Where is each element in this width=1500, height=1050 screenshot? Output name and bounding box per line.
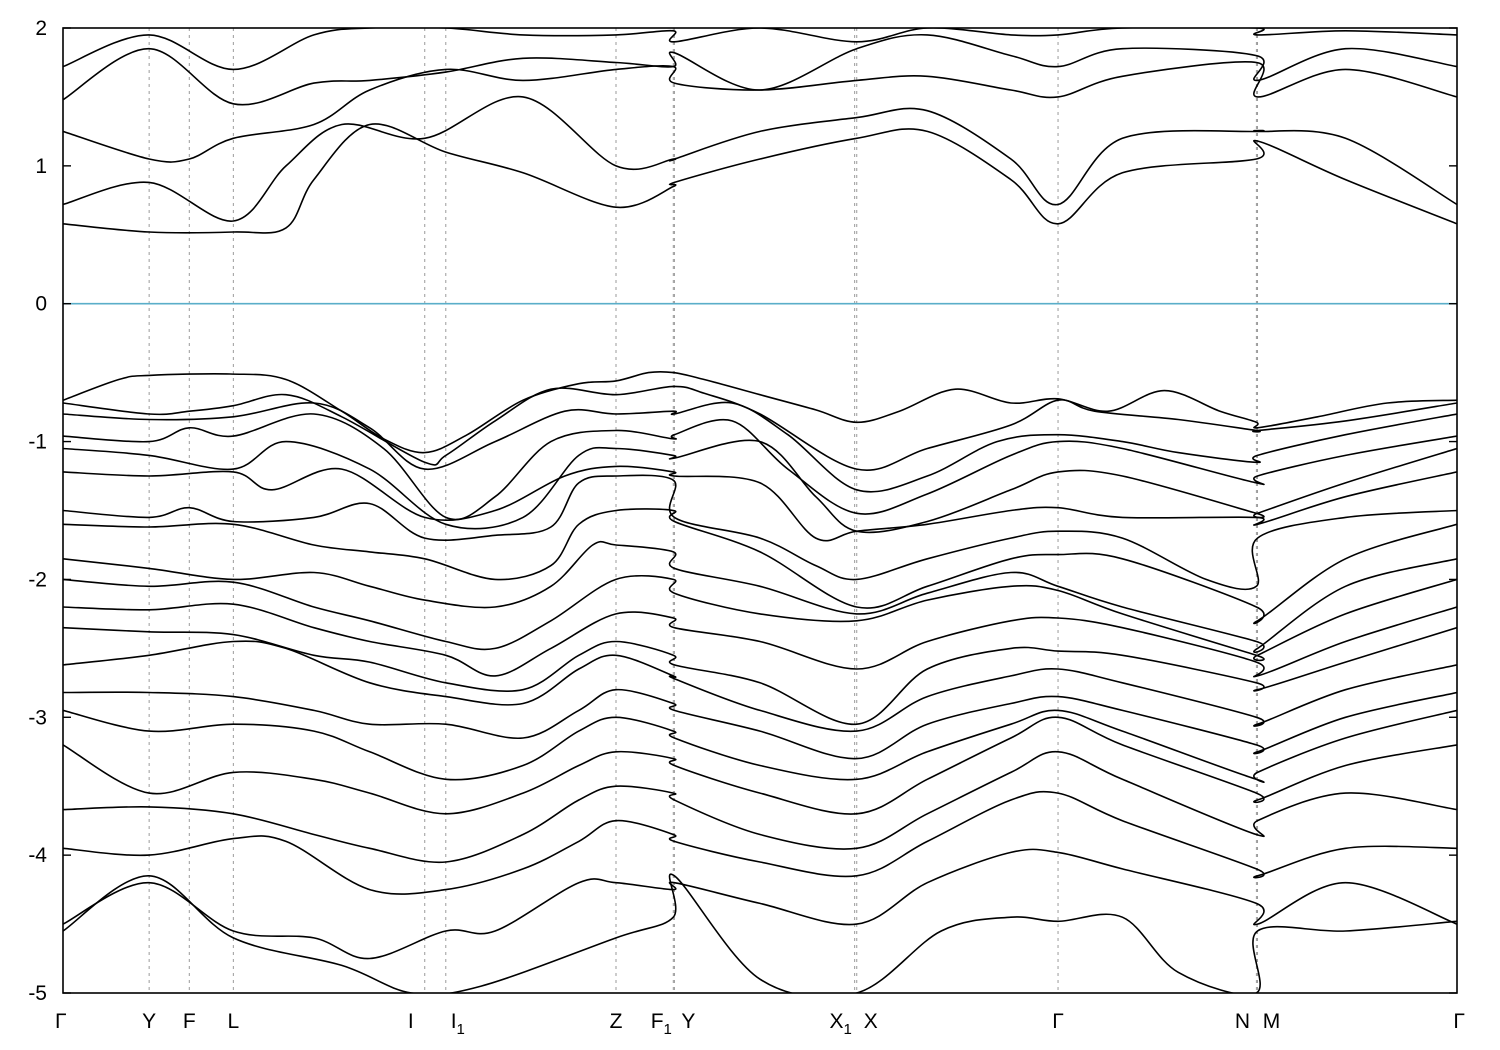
kpoint-label: I1 [451, 1010, 465, 1038]
kpoint-label: Γ [1052, 1010, 1064, 1033]
band-line-17 [63, 750, 1457, 864]
kpoint-label: X [864, 1010, 878, 1033]
y-tick-label: -3 [28, 706, 47, 729]
band-line-10 [63, 574, 1457, 662]
band-line-23 [63, 61, 1457, 163]
kpoint-label: X1 [829, 1010, 851, 1038]
kpoint-label: Z [610, 1010, 623, 1033]
kpoint-label: Y [681, 1010, 695, 1033]
kpoint-label: Y [142, 1010, 156, 1033]
y-tick-label: -2 [28, 568, 47, 591]
band-line-7 [63, 474, 1457, 591]
band-line-5 [63, 439, 1457, 534]
band-line-14 [63, 688, 1457, 760]
band-line-11 [63, 602, 1457, 678]
y-tick-label: -4 [28, 844, 47, 867]
band-line-21 [63, 123, 1457, 234]
kpoint-label: Γ [1453, 1010, 1465, 1033]
band-line-8 [63, 508, 1457, 625]
plot-frame [62, 27, 1458, 994]
x-axis-kpoint-labels: Γ Y F L I I1 Z F1 Y X1 X Γ N M Γ [55, 1010, 1465, 1038]
band-line-4 [63, 413, 1457, 521]
band-line-19 [63, 848, 1457, 960]
kpoint-label: N [1235, 1010, 1250, 1033]
band-line-1 [63, 370, 1457, 454]
band-line-2 [63, 385, 1457, 471]
band-lines [63, 28, 1457, 993]
band-line-25 [63, 28, 1457, 71]
band-line-22 [63, 95, 1457, 222]
kpoint-label: F [183, 1010, 196, 1033]
band-line-15 [63, 709, 1457, 783]
kpoint-label: F1 [651, 1010, 672, 1038]
band-line-12 [63, 626, 1457, 726]
y-tick-label: -5 [28, 982, 47, 1005]
band-line-18 [63, 790, 1457, 895]
band-line-9 [63, 540, 1457, 653]
kpoint-label: I [408, 1010, 414, 1033]
band-line-3 [63, 401, 1457, 493]
high-symmetry-gridlines [148, 28, 1259, 993]
y-tick-label: 0 [35, 293, 47, 316]
band-line-13 [63, 640, 1457, 733]
band-line-6 [63, 465, 1457, 542]
kpoint-label: L [228, 1010, 240, 1033]
band-line-16 [63, 716, 1457, 815]
kpoint-label: M [1263, 1010, 1281, 1033]
y-axis-ticks: 2 1 0 -1 -2 -3 -4 -5 [28, 17, 1457, 1005]
band-line-24 [63, 33, 1457, 106]
kpoint-label: Γ [55, 1010, 67, 1033]
y-tick-label: 2 [35, 17, 47, 40]
y-tick-label: 1 [35, 155, 47, 178]
y-tick-label: -1 [28, 431, 47, 454]
